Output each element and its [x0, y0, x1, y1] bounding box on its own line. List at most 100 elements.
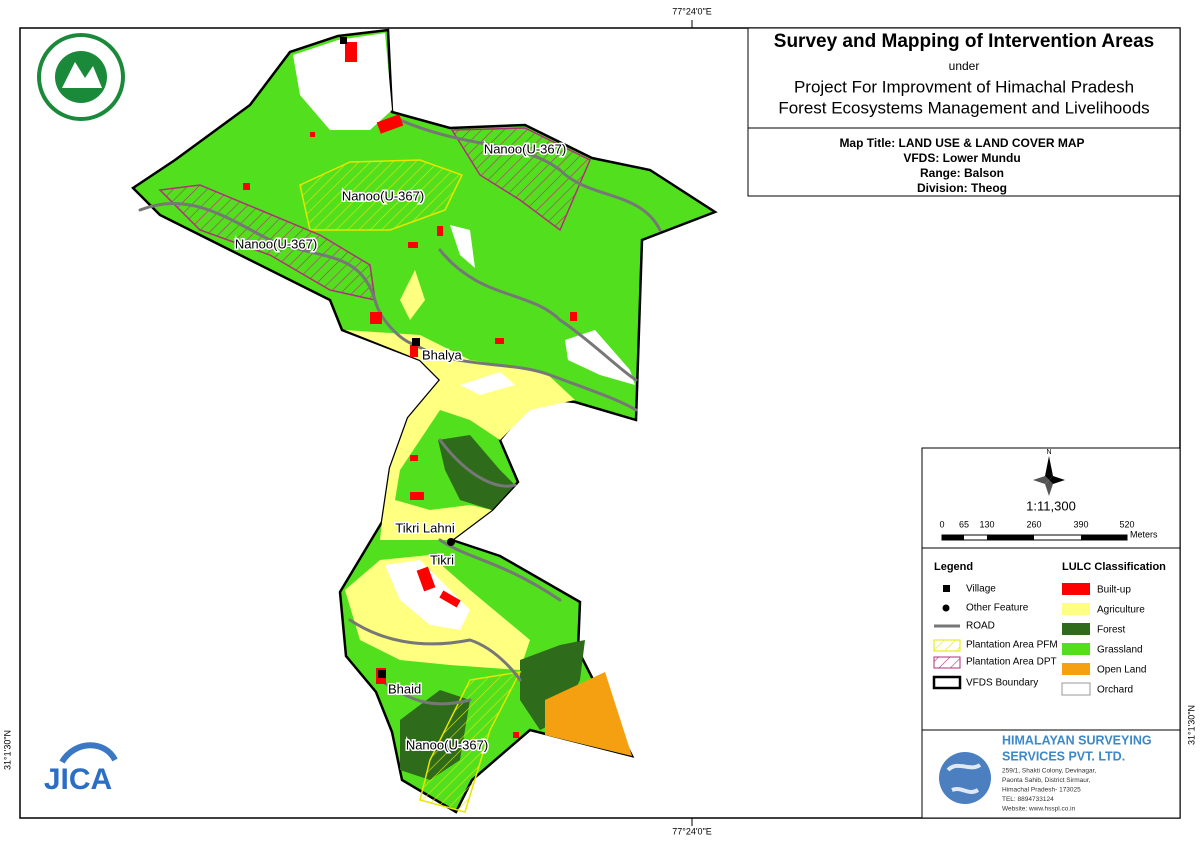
shape	[942, 604, 950, 612]
shape	[447, 538, 455, 546]
plantation-dpt	[450, 127, 591, 232]
lulc-item: Forest	[1097, 625, 1126, 636]
shape	[348, 618, 522, 682]
label: under	[949, 59, 980, 73]
shape	[513, 732, 519, 738]
label: VFDS: Lower Mundu	[903, 151, 1020, 165]
shape	[340, 37, 347, 44]
lulc-item: Orchard	[1097, 685, 1133, 696]
lulc-item: Agriculture	[1097, 605, 1145, 616]
label: Map Title: LAND USE & LAND COVER MAP	[839, 136, 1084, 150]
label: Tikri	[430, 552, 454, 567]
map: Nanoo(U-367) Nanoo(U-367) Nanoo(U-367) B…	[131, 28, 718, 814]
label: 31°1'30"N	[1186, 705, 1196, 745]
legend-item: ROAD	[966, 621, 995, 632]
shape	[932, 675, 962, 690]
label: 31°1'30"N	[2, 730, 12, 770]
orchard	[385, 560, 470, 630]
label: Project For Improvment of Himachal Prade…	[794, 77, 1134, 96]
orchard	[460, 372, 515, 395]
shape	[1061, 682, 1091, 696]
company-address: Himachal Pradesh- 173025	[1002, 787, 1081, 794]
shape	[410, 345, 418, 357]
label: Nanoo(U-367)	[406, 737, 488, 752]
shape	[921, 447, 1181, 549]
title-box: Survey and Mapping of Intervention Areas…	[747, 27, 1181, 197]
shape	[1062, 643, 1090, 655]
shape	[933, 639, 961, 652]
forest	[520, 640, 585, 730]
agriculture	[345, 330, 575, 540]
shape	[921, 547, 1181, 731]
shape	[62, 62, 102, 88]
agriculture	[400, 270, 425, 320]
scale-tick-label: 0	[939, 519, 944, 529]
label: LULC Classification	[1062, 561, 1166, 573]
shape	[378, 670, 386, 678]
scale-bar-segment	[987, 535, 1034, 540]
label: Bhalya	[422, 347, 463, 362]
shape	[946, 763, 982, 794]
plantation-pfm	[299, 159, 464, 231]
legend-item: Plantation Area DPT	[966, 657, 1057, 668]
scale-bar: 0 65 130 260 390 520	[939, 519, 1135, 541]
label: Nanoo(U-367)	[484, 141, 566, 156]
company-box: HIMALAYAN SURVEYING SERVICES PVT. LTD. 2…	[921, 729, 1181, 819]
scale-tick-label: 65	[959, 519, 969, 529]
roads	[138, 118, 662, 706]
shape	[243, 183, 250, 190]
shape	[412, 338, 420, 346]
label: Nanoo(U-367)	[342, 188, 424, 203]
hp-logo	[37, 33, 125, 121]
label: SERVICES PVT. LTD.	[1002, 749, 1125, 763]
jica-logo: JICA	[44, 742, 118, 796]
orchard	[293, 33, 392, 130]
villages	[340, 37, 455, 678]
shape	[1062, 603, 1090, 615]
scale-tick-label: 130	[979, 519, 994, 529]
shape	[939, 752, 991, 804]
label: Meters	[1130, 529, 1158, 539]
scale-tick-label: 260	[1026, 519, 1041, 529]
label: HIMALAYAN SURVEYING	[1002, 733, 1152, 747]
lulc-item: Built-up	[1097, 585, 1131, 596]
shape	[1049, 476, 1065, 484]
shape	[747, 27, 1181, 197]
legend-item: Plantation Area PFM	[966, 640, 1058, 651]
shape	[1062, 623, 1090, 635]
scale-bar-segment	[1081, 535, 1127, 540]
shape	[1062, 663, 1090, 675]
label: 77°24'0"E	[672, 826, 712, 836]
shape	[413, 343, 638, 412]
label: Legend	[934, 561, 973, 573]
forest	[438, 435, 515, 510]
lulc-item: Open Land	[1097, 665, 1147, 676]
shape	[570, 312, 577, 321]
legend-box: Legend LULC Classification Village Other …	[921, 547, 1181, 731]
shape	[438, 438, 517, 488]
shape	[138, 201, 417, 347]
shape	[1033, 476, 1049, 484]
shape	[495, 338, 504, 344]
shape	[416, 566, 436, 592]
shape	[437, 226, 443, 236]
shape	[345, 42, 357, 62]
coordinates: 77°24'0"E 77°24'0"E 31°1'30"N 31°1'30"N	[2, 6, 1196, 836]
label: JICA	[44, 763, 112, 796]
legend-item: Village	[966, 584, 996, 595]
label: Range: Balson	[920, 166, 1004, 180]
label: Survey and Mapping of Intervention Areas	[774, 31, 1154, 52]
plantation-dpt	[158, 184, 376, 301]
shape	[1045, 480, 1053, 496]
shape	[438, 248, 638, 382]
legend-item: VFDS Boundary	[966, 678, 1038, 689]
shape	[933, 656, 961, 669]
scale-tick-label: 520	[1119, 519, 1134, 529]
shape	[439, 590, 461, 608]
shape	[376, 114, 404, 134]
legend-item: Other Feature	[966, 603, 1029, 614]
shape: 259/1, Shakti Colony, Devinagar, Paonta S…	[1002, 768, 1096, 813]
shape	[378, 678, 472, 706]
label: 77°24'0"E	[672, 6, 712, 16]
frame	[19, 27, 1181, 819]
